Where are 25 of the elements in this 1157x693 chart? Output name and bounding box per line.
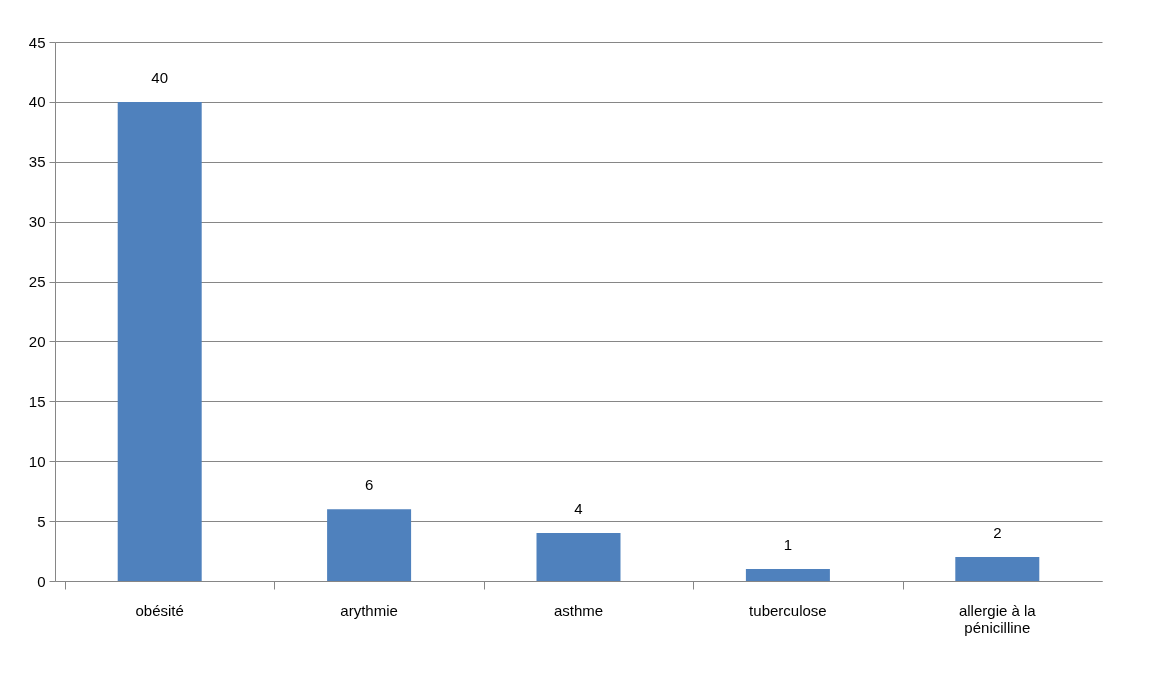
y-tick-label: 40: [28, 93, 46, 111]
bar: [536, 533, 621, 581]
y-tick-label: 15: [28, 392, 46, 410]
data-label: 4: [574, 500, 583, 518]
x-tick-label: asthme: [553, 601, 604, 619]
data-label: 1: [783, 536, 793, 554]
y-tick-label: 25: [28, 273, 46, 291]
data-label: 2: [993, 524, 1002, 542]
x-tick-label: allergie à la pénicilline: [958, 601, 1037, 636]
y-tick-label: 45: [28, 33, 46, 51]
y-tick-label: 0: [37, 572, 46, 590]
x-tick-label: tuberculose: [749, 601, 827, 619]
bar: [117, 101, 202, 581]
x-tick-label: obésité: [135, 601, 184, 619]
y-tick-label: 35: [28, 153, 46, 171]
y-tick-label: 10: [28, 452, 46, 470]
data-label: 40: [151, 68, 169, 86]
y-tick-label: 5: [37, 512, 46, 530]
y-tick-label: 30: [28, 213, 46, 231]
bar: [327, 509, 412, 581]
bar: [745, 569, 830, 581]
x-tick-label: arythmie: [340, 601, 398, 619]
data-label: 6: [364, 476, 374, 494]
bar: [955, 557, 1040, 581]
y-tick-label: 20: [28, 332, 46, 350]
